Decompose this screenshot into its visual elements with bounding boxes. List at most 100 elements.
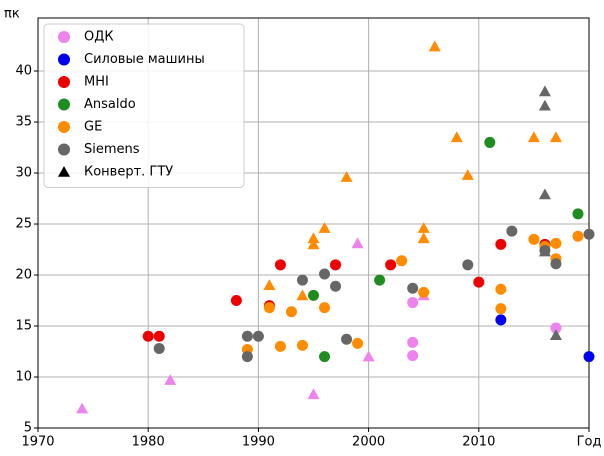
point [407,336,419,348]
point [241,330,253,342]
legend-marker [58,166,70,177]
legend-label: Ansaldo [84,97,136,112]
triangle-point [428,40,441,52]
legend-label: Siemens [84,142,140,157]
point [572,230,584,242]
point [407,282,419,294]
y-tick-label: 35 [15,115,32,130]
y-tick-label: 30 [15,166,32,181]
point [319,351,331,363]
point [484,136,496,148]
triangle-point [307,388,320,400]
legend-label: Конверт. ГТУ [84,165,173,180]
point [495,314,507,326]
triangle-point [549,131,562,143]
point [319,268,331,280]
triangle-point [318,222,331,233]
point [252,330,264,342]
triangle-point [538,99,551,111]
y-tick-label: 5 [24,421,32,436]
point [296,274,308,286]
point [550,258,562,270]
legend-label: ОДК [84,30,114,45]
triangle-point [351,237,364,249]
legend-label: Силовые машины [84,52,205,67]
y-axis-label: πк [4,7,20,22]
y-tick-label: 40 [15,64,32,79]
triangle-point [417,222,430,233]
y-tick-label: 10 [15,370,32,385]
point [230,295,242,307]
triangle-point [340,171,353,182]
triangle-point [164,374,177,385]
point [263,302,275,314]
point [572,208,584,220]
triangle-point [549,329,562,340]
point [241,351,253,363]
point [550,237,562,249]
triangle-point [76,402,89,414]
point [352,337,364,349]
legend-marker [58,76,70,88]
legend-box [43,23,245,188]
x-tick-label: Год [577,435,602,450]
triangle-point [538,245,551,257]
x-tick-label: 2010 [462,435,495,450]
x-tick-label: 2000 [352,435,385,450]
point [473,276,485,288]
triangle-point [263,279,276,291]
point [285,306,297,318]
legend-marker [58,121,70,133]
point [274,259,286,271]
point [153,330,165,342]
point [274,340,286,352]
triangle-point [362,350,375,362]
point [330,259,342,271]
point [462,259,474,271]
triangle-point [527,131,540,143]
triangle-point [450,131,463,143]
triangle-point [538,188,551,200]
y-tick-label: 25 [15,217,32,232]
point [550,322,562,334]
triangle-point [296,289,309,301]
legend-marker [58,31,70,43]
point [495,283,507,295]
point [374,274,386,286]
legend-label: GE [84,120,102,135]
point [583,228,595,240]
point [330,280,342,292]
point [296,339,308,351]
point [153,342,165,354]
point [341,333,353,345]
x-tick-label: 1980 [132,435,165,450]
triangle-point [461,169,474,180]
point [319,302,331,314]
legend-marker [58,98,70,111]
legend-label: MHI [84,75,109,90]
point [396,255,408,267]
point [528,233,540,245]
y-tick-label: 20 [15,268,32,283]
point [385,259,397,271]
point [407,350,419,362]
point [506,225,518,237]
x-tick-label: 1970 [21,435,54,450]
point [583,351,595,363]
triangle-point [538,85,551,97]
point [495,303,507,315]
point [407,297,419,309]
plot-frame [37,17,590,429]
point [308,289,319,301]
point [418,286,430,298]
legend-marker [58,53,70,66]
x-tick-label: 1990 [242,435,275,450]
legend-marker [58,143,70,156]
y-tick-label: 15 [15,319,32,334]
point [142,330,154,342]
triangle-point [307,238,320,250]
triangle-point [307,232,320,244]
point [495,238,507,250]
triangle-point [417,232,430,244]
